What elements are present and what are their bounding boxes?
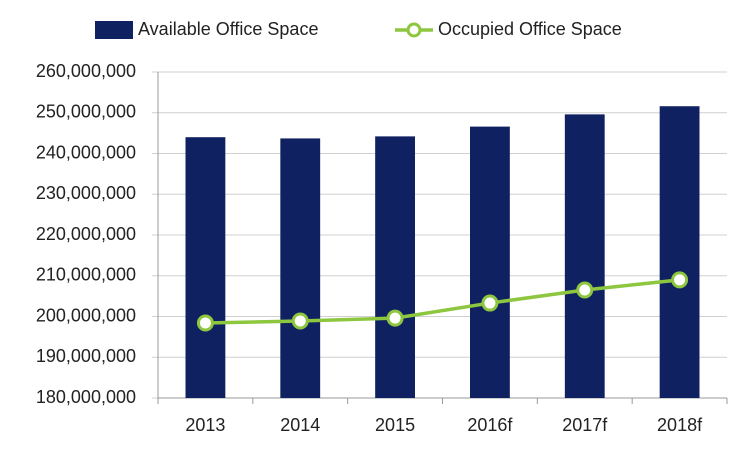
- x-tick-label: 2014: [280, 415, 320, 435]
- y-tick-label: 220,000,000: [36, 224, 136, 244]
- legend-marker: [406, 22, 422, 38]
- legend-swatch: [95, 21, 133, 39]
- x-tick-label: 2016f: [467, 415, 513, 435]
- y-tick-label: 210,000,000: [36, 265, 136, 285]
- bar: [280, 138, 321, 399]
- line: [205, 278, 680, 325]
- bar: [564, 114, 605, 398]
- y-tick-label: 240,000,000: [36, 142, 136, 162]
- x-tick-label: 2015: [375, 415, 415, 435]
- bar: [375, 136, 415, 398]
- y-tick-label: 200,000,000: [36, 305, 136, 325]
- y-tick-label: 260,000,000: [36, 61, 136, 81]
- y-tick-label: 230,000,000: [36, 183, 136, 203]
- line-point: [481, 294, 499, 312]
- y-tick-label: 180,000,000: [36, 387, 136, 407]
- legend-label: Occupied Office Space: [438, 19, 622, 39]
- line-point: [196, 314, 214, 332]
- line-point: [576, 281, 594, 299]
- line-point: [671, 271, 689, 289]
- bar: [470, 126, 510, 398]
- y-tick-label: 190,000,000: [36, 346, 136, 366]
- x-tick-label: 2017f: [562, 415, 608, 435]
- legend-label: Available Office Space: [138, 19, 318, 39]
- line-point: [291, 312, 309, 330]
- bar: [185, 137, 226, 398]
- x-tick-label: 2018f: [657, 415, 703, 435]
- bar: [659, 106, 700, 398]
- y-tick-label: 250,000,000: [36, 102, 136, 122]
- x-tick-label: 2013: [185, 415, 225, 435]
- line-point: [386, 309, 404, 327]
